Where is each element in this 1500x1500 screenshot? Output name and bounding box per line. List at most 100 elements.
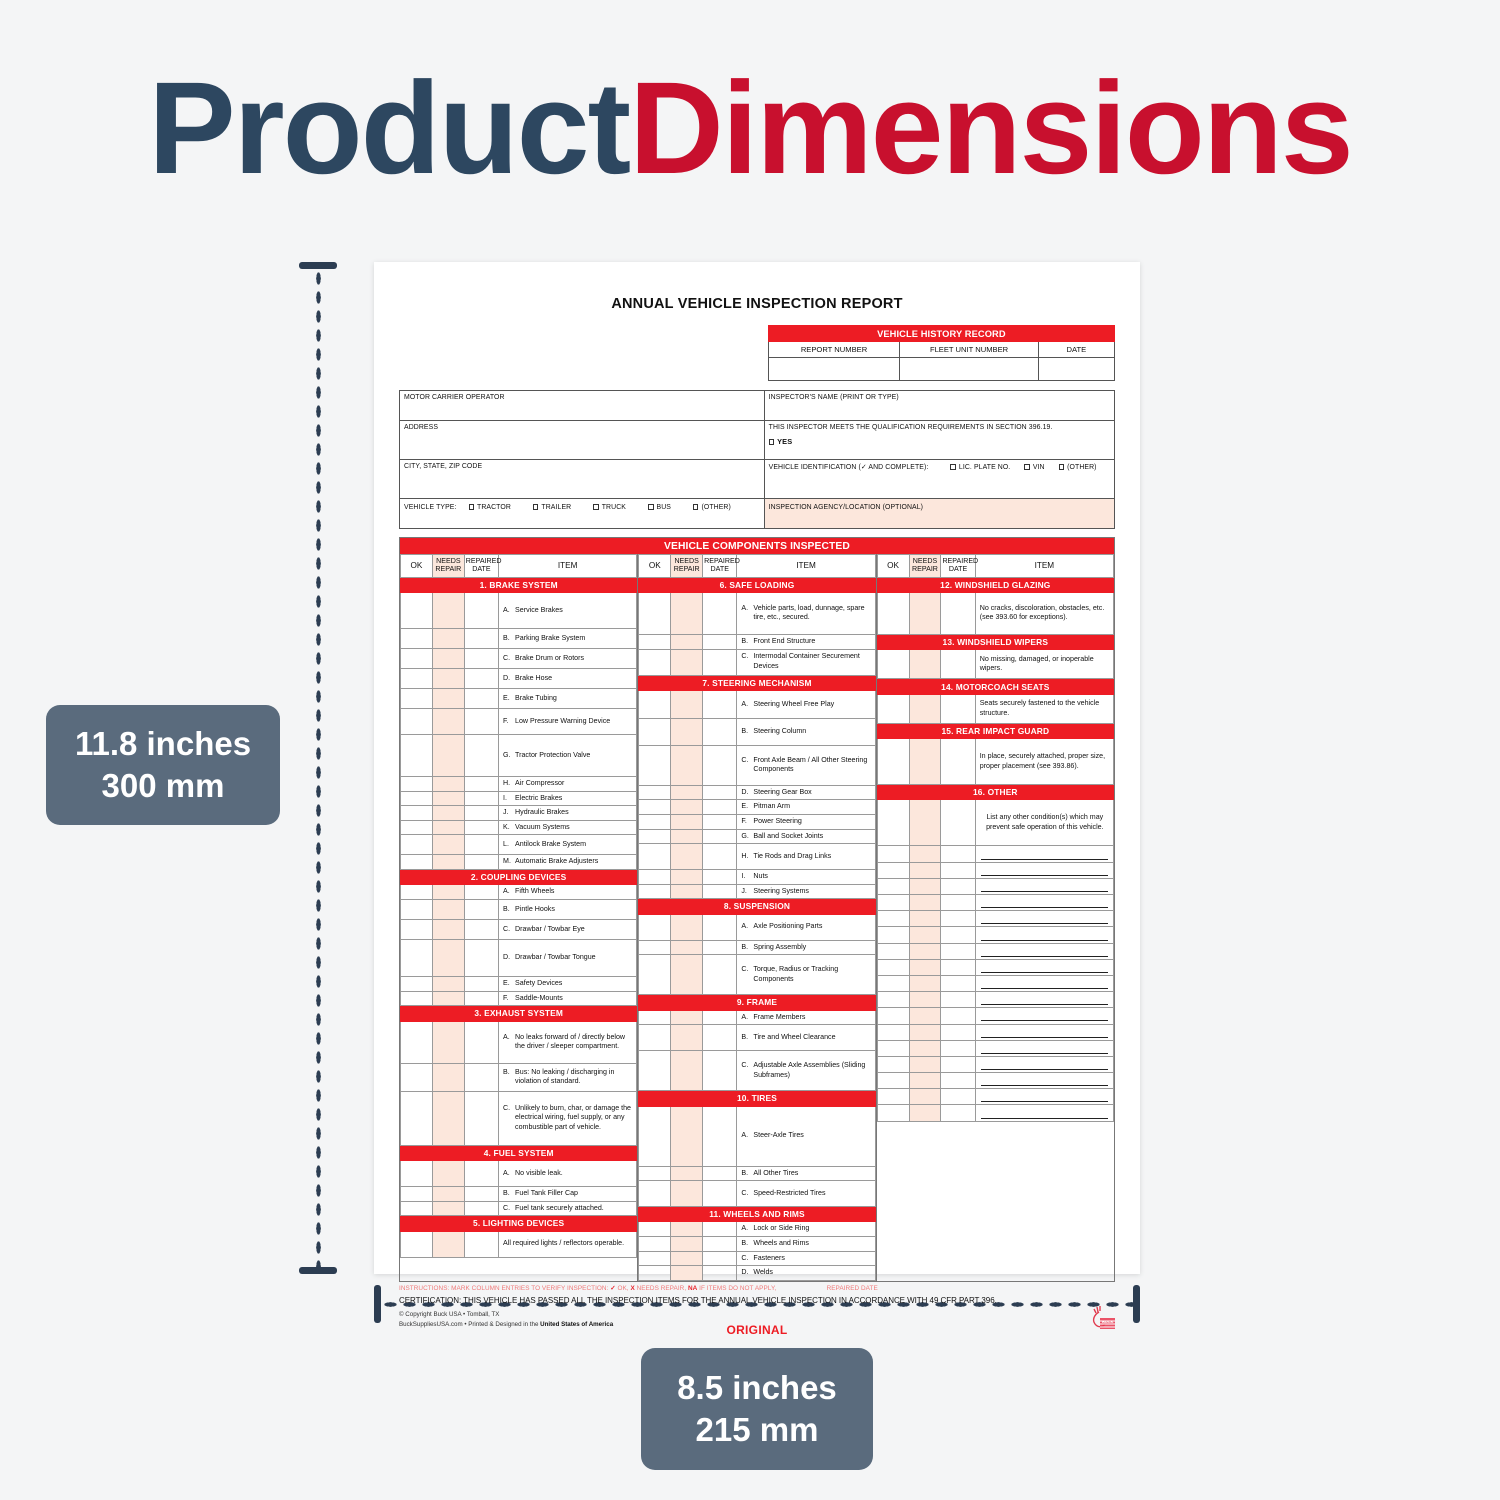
cell-repaired-date[interactable]	[463, 854, 500, 870]
cell-ok[interactable]	[876, 591, 910, 635]
cell-ok[interactable]	[400, 919, 433, 941]
cell-needs-repair[interactable]	[908, 738, 942, 786]
cell-repaired-date[interactable]	[702, 883, 738, 900]
cell-ok[interactable]	[876, 649, 910, 680]
cell-needs-repair[interactable]	[431, 591, 465, 629]
cell-write-in-line[interactable]	[974, 942, 1114, 960]
vid-option-other[interactable]: (OTHER)	[1058, 464, 1097, 471]
cell-needs-repair[interactable]	[670, 1180, 704, 1208]
field-date[interactable]	[1037, 357, 1115, 381]
cell-repaired-date[interactable]	[940, 1104, 976, 1122]
cell-needs-repair[interactable]	[431, 805, 465, 821]
cell-repaired-date[interactable]	[702, 689, 738, 719]
cell-repaired-date[interactable]	[463, 1160, 500, 1188]
cell-repaired-date[interactable]	[463, 1186, 500, 1202]
cell-ok[interactable]	[638, 954, 672, 996]
cell-repaired-date[interactable]	[702, 1009, 738, 1026]
vehicle-type-tractor[interactable]: TRACTOR	[468, 504, 511, 511]
cell-ok[interactable]	[400, 667, 433, 689]
cell-ok[interactable]	[400, 1090, 433, 1146]
cell-write-in-line[interactable]	[974, 845, 1114, 863]
cell-needs-repair[interactable]	[431, 819, 465, 836]
checkbox-icon[interactable]	[532, 504, 539, 510]
cell-repaired-date[interactable]	[940, 649, 976, 680]
cell-repaired-date[interactable]	[463, 1090, 500, 1146]
cell-ok[interactable]	[638, 1009, 672, 1026]
cell-needs-repair[interactable]	[431, 884, 465, 901]
cell-needs-repair[interactable]	[670, 591, 704, 635]
cell-repaired-date[interactable]	[463, 805, 500, 821]
cell-ok[interactable]	[638, 1236, 672, 1252]
cell-repaired-date[interactable]	[702, 1180, 738, 1208]
cell-needs-repair[interactable]	[431, 687, 465, 709]
cell-write-in-line[interactable]	[974, 1055, 1114, 1074]
cell-repaired-date[interactable]	[702, 939, 738, 956]
cell-write-in-line[interactable]	[974, 1072, 1114, 1090]
cell-repaired-date[interactable]	[702, 1165, 738, 1182]
cell-needs-repair[interactable]	[670, 843, 704, 871]
cell-needs-repair[interactable]	[670, 1165, 704, 1182]
cell-write-in-line[interactable]	[974, 958, 1114, 976]
cell-ok[interactable]	[638, 1180, 672, 1208]
cell-needs-repair[interactable]	[908, 910, 942, 928]
cell-repaired-date[interactable]	[702, 633, 738, 650]
cell-repaired-date[interactable]	[702, 843, 738, 871]
cell-repaired-date[interactable]	[702, 954, 738, 996]
cell-needs-repair[interactable]	[670, 1221, 704, 1238]
cell-repaired-date[interactable]	[940, 991, 976, 1009]
cell-needs-repair[interactable]	[908, 974, 942, 993]
cell-write-in-line[interactable]	[974, 1007, 1114, 1025]
cell-repaired-date[interactable]	[463, 884, 500, 901]
cell-write-in-line[interactable]	[974, 991, 1114, 1009]
cell-ok[interactable]	[400, 627, 433, 649]
cell-ok[interactable]	[876, 974, 910, 993]
cell-needs-repair[interactable]	[431, 1160, 465, 1188]
cell-needs-repair[interactable]	[431, 834, 465, 856]
cell-ok[interactable]	[400, 591, 433, 629]
cell-repaired-date[interactable]	[463, 819, 500, 836]
checkbox-icon[interactable]	[593, 504, 599, 510]
cell-needs-repair[interactable]	[431, 667, 465, 689]
cell-ok[interactable]	[876, 1007, 910, 1025]
cell-needs-repair[interactable]	[908, 926, 942, 944]
checkbox-icon[interactable]	[768, 439, 775, 445]
cell-repaired-date[interactable]	[940, 910, 976, 928]
cell-ok[interactable]	[638, 1221, 672, 1238]
cell-needs-repair[interactable]	[431, 919, 465, 941]
cell-needs-repair[interactable]	[431, 1090, 465, 1146]
cell-needs-repair[interactable]	[431, 733, 465, 777]
cell-ok[interactable]	[876, 926, 910, 944]
cell-repaired-date[interactable]	[702, 1250, 738, 1267]
cell-repaired-date[interactable]	[940, 942, 976, 960]
cell-repaired-date[interactable]	[463, 976, 500, 992]
cell-repaired-date[interactable]	[940, 877, 976, 896]
cell-ok[interactable]	[638, 1250, 672, 1267]
cell-ok[interactable]	[400, 939, 433, 978]
cell-ok[interactable]	[638, 1024, 672, 1052]
cell-ok[interactable]	[876, 845, 910, 863]
cell-needs-repair[interactable]	[908, 1055, 942, 1074]
cell-write-in-line[interactable]	[974, 877, 1114, 896]
cell-ok[interactable]	[638, 744, 672, 786]
cell-repaired-date[interactable]	[940, 1023, 976, 1041]
cell-ok[interactable]	[876, 1088, 910, 1106]
vehicle-type-other[interactable]: (OTHER)	[692, 504, 731, 511]
cell-needs-repair[interactable]	[908, 1039, 942, 1057]
cell-ok[interactable]	[876, 738, 910, 786]
cell-repaired-date[interactable]	[463, 775, 500, 792]
cell-repaired-date[interactable]	[463, 919, 500, 941]
cell-needs-repair[interactable]	[908, 1088, 942, 1106]
cell-needs-repair[interactable]	[431, 707, 465, 735]
cell-ok[interactable]	[876, 1072, 910, 1090]
cell-needs-repair[interactable]	[908, 1007, 942, 1025]
cell-ok[interactable]	[400, 647, 433, 669]
cell-ok[interactable]	[638, 633, 672, 650]
cell-needs-repair[interactable]	[670, 1024, 704, 1052]
cell-repaired-date[interactable]	[940, 861, 976, 879]
cell-needs-repair[interactable]	[908, 991, 942, 1009]
cell-ok[interactable]	[638, 1165, 672, 1182]
cell-ok[interactable]	[400, 1062, 433, 1092]
cell-needs-repair[interactable]	[670, 913, 704, 941]
cell-repaired-date[interactable]	[940, 738, 976, 786]
cell-ok[interactable]	[400, 707, 433, 735]
